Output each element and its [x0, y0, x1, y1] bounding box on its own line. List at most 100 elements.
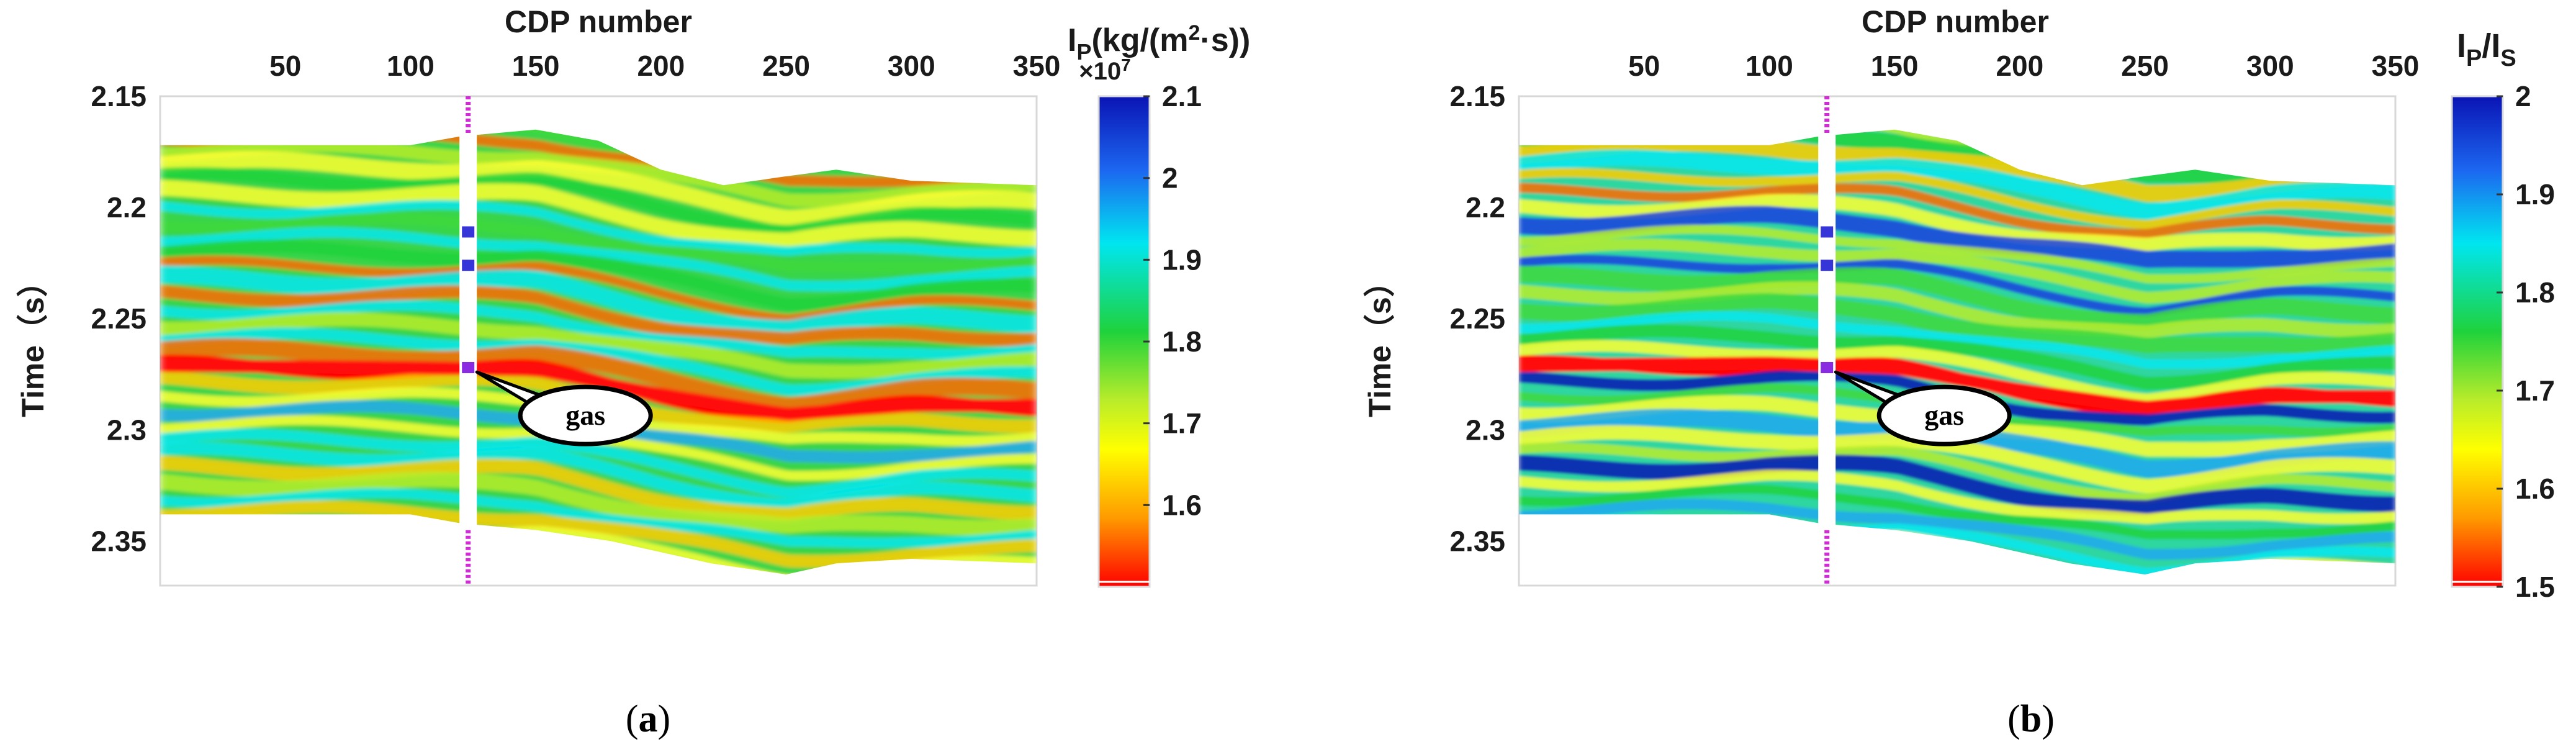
- well-log-dot: [466, 96, 471, 99]
- colorbar-tick-label: 1.6: [1162, 489, 1202, 521]
- well-log-dot: [1824, 113, 1830, 116]
- y-axis-title: Time（s）: [16, 266, 50, 417]
- callout-bubble: [1876, 384, 2012, 446]
- colorbar-ticks: 2 1.9 1.8 1.7 1.6 1.5: [2452, 80, 2555, 603]
- well-log-dot: [466, 113, 471, 116]
- gas-annotation: gas: [475, 370, 653, 446]
- well-log-marker: [1821, 260, 1834, 271]
- well-log-marker: [462, 226, 475, 238]
- well-log-dot: [1824, 102, 1830, 105]
- x-tick-labels: 50 100 150 200 250 300 350: [1628, 50, 2419, 82]
- well-log-dot: [466, 107, 471, 111]
- y-tick-label: 2.3: [1466, 414, 1505, 446]
- y-tick-label: 2.35: [1449, 525, 1505, 557]
- well-log-dot: [1824, 530, 1830, 533]
- x-tick-label: 250: [2121, 50, 2169, 82]
- y-tick-label: 2.3: [107, 414, 146, 446]
- well-log-marker: [462, 260, 475, 271]
- x-tick-labels: 50 100 150 200 250 300 350: [269, 50, 1060, 82]
- well-log-dot: [1824, 558, 1830, 561]
- colorbar-tick-label: 1.5: [2515, 571, 2555, 603]
- well-log-dot: [466, 558, 471, 561]
- colorbar-tick-label: 2: [2515, 80, 2531, 112]
- gas-label: gas: [565, 399, 605, 431]
- colorbar-tick-label: 1.8: [1162, 325, 1202, 358]
- colorbar-tick-label: 1.7: [2515, 374, 2555, 407]
- callout-bubble: [518, 384, 653, 446]
- seismic-section: [1519, 129, 2395, 575]
- x-axis-title: CDP number: [505, 4, 692, 39]
- panel-a: 50 100 150 200 250 300 350 2.152.22.252.32.35 …: [16, 4, 1250, 740]
- panel-caption: (a): [626, 698, 670, 740]
- well-log-marker: [1821, 361, 1834, 373]
- colorbar-ticks: 2.1 2 1.9 1.8 1.7 1.6: [1099, 80, 1202, 583]
- well-log-dot: [1824, 535, 1830, 539]
- x-tick-label: 150: [512, 50, 560, 82]
- x-tick-label: 50: [269, 50, 301, 82]
- y-tick-label: 2.25: [1449, 302, 1505, 335]
- well-log-dot: [466, 119, 471, 122]
- colorbar-tick-label: 1.9: [1162, 243, 1202, 276]
- y-tick-label: 2.2: [107, 191, 146, 224]
- well-column: [1818, 133, 1836, 527]
- well-log-dot: [1824, 124, 1830, 127]
- gas-annotation: gas: [1834, 370, 2012, 446]
- seismic-section: [160, 129, 1037, 575]
- well-log-dot: [466, 563, 471, 567]
- well-log-dot: [1824, 546, 1830, 550]
- well-log-dot: [1824, 574, 1830, 578]
- well-log-dot: [466, 535, 471, 539]
- y-tick-label: 2.2: [1466, 191, 1505, 224]
- y-axis-title: Time（s）: [1362, 266, 1397, 417]
- colorbar-exponent: ×107: [1079, 55, 1130, 85]
- x-tick-label: 50: [1628, 50, 1660, 82]
- colorbar-label: IP/IS: [2457, 27, 2516, 71]
- x-tick-label: 100: [1745, 50, 1793, 82]
- well-column: [459, 133, 477, 527]
- colorbar-tick-label: 2.1: [1162, 80, 1202, 112]
- well-log-dot: [466, 574, 471, 578]
- well-log-dot: [1824, 119, 1830, 122]
- well-log-dot: [466, 552, 471, 556]
- well-log-dot: [466, 580, 471, 584]
- colorbar-tick-label: 1.7: [1162, 407, 1202, 440]
- y-tick-label: 2.35: [91, 525, 146, 557]
- well-log-dot: [1824, 580, 1830, 584]
- x-tick-label: 350: [1013, 50, 1061, 82]
- well-log-dot: [1824, 107, 1830, 111]
- y-tick-label: 2.15: [1449, 80, 1505, 112]
- x-axis-title: CDP number: [1862, 4, 2049, 39]
- well-log-dot: [1824, 96, 1830, 99]
- well-log-marker: [1821, 226, 1834, 238]
- well-log-dot: [466, 124, 471, 127]
- well-log-dot: [1824, 563, 1830, 567]
- well-log-dot: [1824, 541, 1830, 545]
- colorbar-label: IP(kg/(m2·s)): [1068, 21, 1250, 65]
- well-log-dot: [466, 102, 471, 105]
- well-log-dot: [1824, 569, 1830, 573]
- well-log-dot: [466, 130, 471, 133]
- well-log-marker: [462, 361, 475, 373]
- y-tick-labels: 2.15 2.2 2.25 2.3 2.35: [91, 80, 146, 557]
- colorbar-tick-label: 1.6: [2515, 473, 2555, 505]
- well-log-dot: [466, 541, 471, 545]
- colorbar: 2 1.9 1.8 1.7 1.6 1.5 IP/IS: [2451, 27, 2555, 603]
- panel-caption: (b): [2007, 698, 2055, 740]
- x-tick-label: 300: [888, 50, 935, 82]
- well-log-dot: [466, 569, 471, 573]
- x-tick-label: 350: [2372, 50, 2420, 82]
- y-tick-label: 2.15: [91, 80, 146, 112]
- well-log-dot: [1824, 552, 1830, 556]
- gas-label: gas: [1924, 399, 1964, 431]
- colorbar-tick-label: 1.8: [2515, 276, 2555, 309]
- x-tick-label: 150: [1871, 50, 1919, 82]
- colorbar-tick-label: 1.9: [2515, 178, 2555, 211]
- well-log: [1818, 96, 1836, 584]
- y-tick-label: 2.25: [91, 302, 146, 335]
- x-tick-label: 200: [637, 50, 685, 82]
- colorbar-gradient: [1097, 95, 1151, 588]
- colorbar: 2.1 2 1.9 1.8 1.7 1.6 IP(kg/(m2·s)) ×107: [1068, 21, 1250, 588]
- well-log-dot: [466, 530, 471, 533]
- well-log: [459, 96, 477, 584]
